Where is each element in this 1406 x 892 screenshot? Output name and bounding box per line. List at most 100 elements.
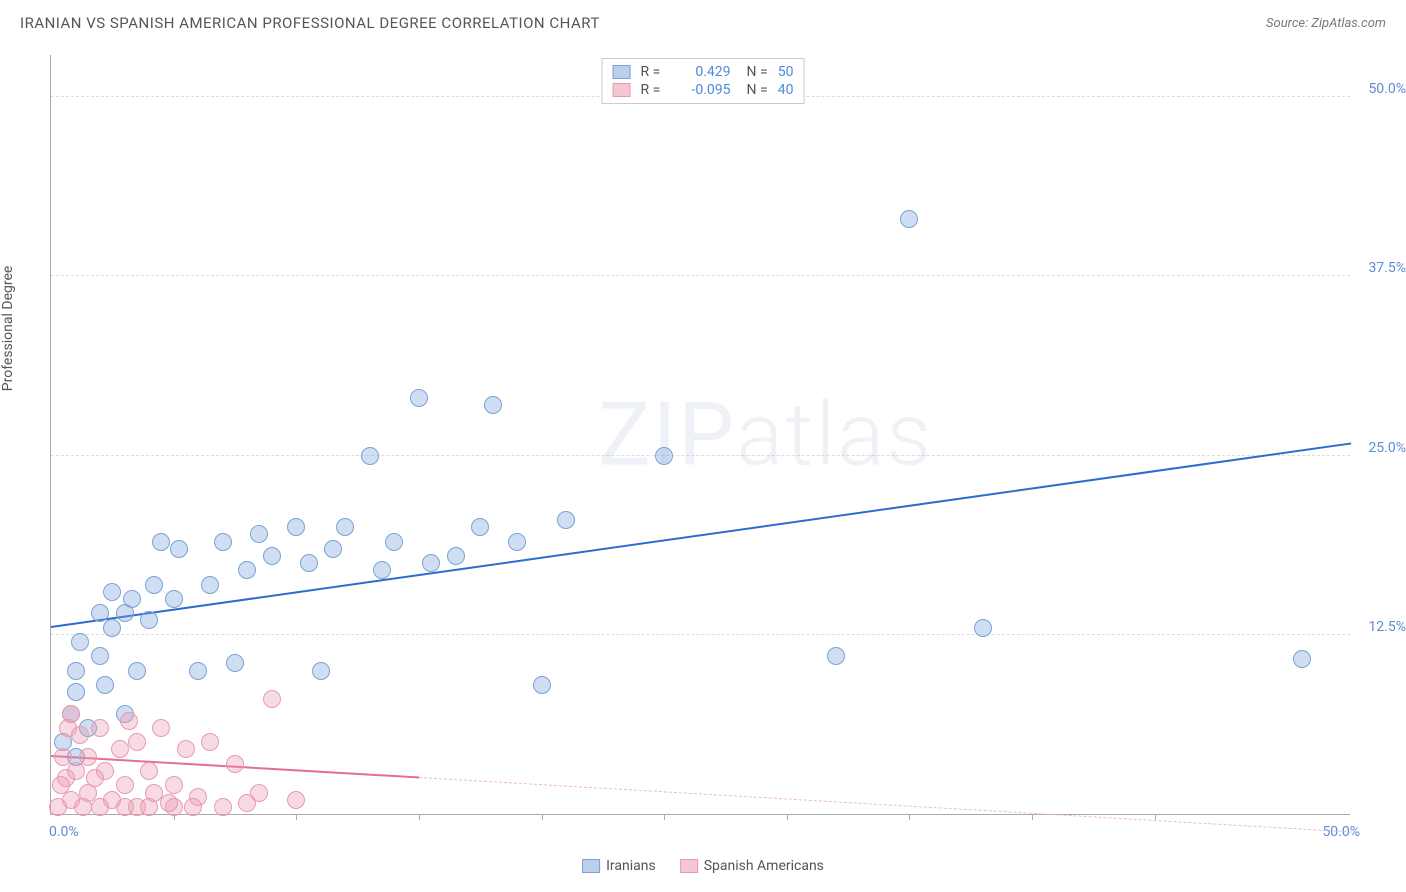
data-point-iranians <box>827 647 845 665</box>
x-tick <box>542 814 543 820</box>
data-point-iranians <box>165 590 183 608</box>
data-point-iranians <box>250 525 268 543</box>
data-point-iranians <box>103 583 121 601</box>
stats-row-spanish: R = -0.095 N = 40 <box>613 81 794 99</box>
data-point-iranians <box>361 447 379 465</box>
data-point-iranians <box>201 576 219 594</box>
data-point-iranians <box>557 511 575 529</box>
data-point-iranians <box>96 676 114 694</box>
data-point-iranians <box>189 662 207 680</box>
data-point-iranians <box>471 518 489 536</box>
data-point-spanish_americans <box>165 776 183 794</box>
data-point-spanish_americans <box>116 776 134 794</box>
data-point-iranians <box>410 389 428 407</box>
swatch-iranians <box>582 859 600 873</box>
y-tick-label: 50.0% <box>1368 81 1406 97</box>
data-point-iranians <box>170 540 188 558</box>
data-point-iranians <box>655 447 673 465</box>
y-axis-label: Professional Degree <box>0 266 16 392</box>
y-tick-label: 12.5% <box>1368 619 1406 635</box>
legend-label-iranians: Iranians <box>606 858 656 874</box>
data-point-spanish_americans <box>226 755 244 773</box>
data-point-iranians <box>238 561 256 579</box>
data-point-iranians <box>123 590 141 608</box>
data-point-spanish_americans <box>62 705 80 723</box>
x-max-label: 50.0% <box>1322 824 1360 840</box>
data-point-iranians <box>1293 650 1311 668</box>
data-point-iranians <box>128 662 146 680</box>
data-point-iranians <box>263 547 281 565</box>
data-point-spanish_americans <box>96 762 114 780</box>
chart-title: IRANIAN VS SPANISH AMERICAN PROFESSIONAL… <box>20 14 600 32</box>
n-value-iranians: 50 <box>778 64 794 80</box>
y-tick-label: 37.5% <box>1368 260 1406 276</box>
data-point-iranians <box>140 611 158 629</box>
data-point-iranians <box>447 547 465 565</box>
data-point-spanish_americans <box>140 762 158 780</box>
data-point-spanish_americans <box>263 690 281 708</box>
x-tick <box>787 814 788 820</box>
data-point-spanish_americans <box>201 733 219 751</box>
data-point-iranians <box>484 396 502 414</box>
n-value-spanish: 40 <box>778 82 794 98</box>
data-point-spanish_americans <box>189 788 207 806</box>
data-point-iranians <box>287 518 305 536</box>
data-point-iranians <box>373 561 391 579</box>
swatch-spanish <box>680 859 698 873</box>
r-value-spanish: -0.095 <box>677 82 731 98</box>
data-point-iranians <box>312 662 330 680</box>
data-point-spanish_americans <box>79 748 97 766</box>
data-point-iranians <box>300 554 318 572</box>
data-point-spanish_americans <box>287 791 305 809</box>
data-point-iranians <box>67 683 85 701</box>
stats-row-iranians: R = 0.429 N = 50 <box>613 63 794 81</box>
data-point-iranians <box>67 662 85 680</box>
data-point-iranians <box>214 533 232 551</box>
data-point-iranians <box>385 533 403 551</box>
data-point-iranians <box>422 554 440 572</box>
legend-item-iranians: Iranians <box>582 858 656 874</box>
data-point-iranians <box>533 676 551 694</box>
data-point-spanish_americans <box>91 719 109 737</box>
data-point-iranians <box>336 518 354 536</box>
data-point-spanish_americans <box>152 719 170 737</box>
n-label: N = <box>747 64 768 80</box>
watermark-zip: ZIP <box>598 383 736 486</box>
data-point-iranians <box>145 576 163 594</box>
scatter-chart: ZIPatlas 12.5%25.0%37.5%50.0%0.0%50.0% <box>50 55 1350 815</box>
data-point-spanish_americans <box>214 798 232 816</box>
swatch-spanish <box>613 83 631 97</box>
data-point-iranians <box>152 533 170 551</box>
y-tick-label: 25.0% <box>1368 440 1406 456</box>
data-point-spanish_americans <box>128 733 146 751</box>
gridline <box>51 634 1350 635</box>
data-point-spanish_americans <box>111 740 129 758</box>
data-point-iranians <box>324 540 342 558</box>
data-point-spanish_americans <box>250 784 268 802</box>
x-tick <box>1032 814 1033 820</box>
r-value-iranians: 0.429 <box>677 64 731 80</box>
data-point-iranians <box>71 633 89 651</box>
data-point-iranians <box>508 533 526 551</box>
data-point-iranians <box>900 210 918 228</box>
legend-label-spanish: Spanish Americans <box>704 858 824 874</box>
data-point-spanish_americans <box>165 798 183 816</box>
legend-item-spanish: Spanish Americans <box>680 858 824 874</box>
x-tick <box>419 814 420 820</box>
n-label: N = <box>747 82 768 98</box>
x-tick <box>909 814 910 820</box>
gridline <box>51 275 1350 276</box>
x-origin-label: 0.0% <box>49 824 79 840</box>
gridline <box>51 455 1350 456</box>
trend-extrapolation <box>419 777 1351 832</box>
data-point-spanish_americans <box>177 740 195 758</box>
r-label: R = <box>641 82 667 98</box>
swatch-iranians <box>613 65 631 79</box>
data-point-iranians <box>974 619 992 637</box>
x-tick <box>296 814 297 820</box>
watermark: ZIPatlas <box>598 383 933 486</box>
r-label: R = <box>641 64 667 80</box>
data-point-iranians <box>91 647 109 665</box>
correlation-stats-legend: R = 0.429 N = 50 R = -0.095 N = 40 <box>602 58 805 104</box>
data-point-spanish_americans <box>71 726 89 744</box>
